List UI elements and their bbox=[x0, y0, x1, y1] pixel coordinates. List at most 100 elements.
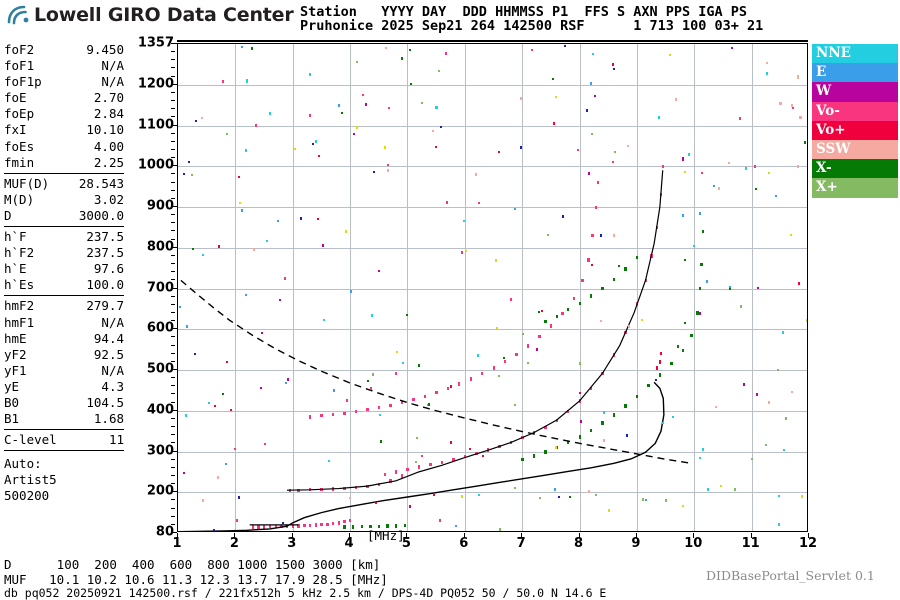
noise-pixel bbox=[672, 415, 675, 419]
noise-pixel bbox=[200, 116, 203, 120]
echo-point bbox=[612, 413, 616, 417]
noise-pixel bbox=[433, 494, 436, 497]
param-value: N/A bbox=[101, 58, 124, 74]
legend-item-nne[interactable]: NNE bbox=[812, 44, 898, 64]
gridline-vertical bbox=[350, 44, 352, 531]
echo-point bbox=[549, 324, 553, 328]
noise-pixel bbox=[654, 378, 657, 382]
param-row-hf2: h`F2 237.5 bbox=[4, 245, 124, 261]
echo-point bbox=[681, 157, 685, 161]
noise-pixel bbox=[607, 509, 610, 512]
noise-pixel bbox=[276, 219, 279, 222]
legend-item-x[interactable]: X+ bbox=[812, 178, 898, 198]
echo-point bbox=[590, 294, 593, 298]
true-height-profile-curve bbox=[178, 381, 665, 531]
noise-pixel bbox=[797, 282, 800, 285]
y-tick-major bbox=[171, 450, 177, 452]
noise-pixel bbox=[409, 82, 412, 86]
noise-pixel bbox=[369, 387, 372, 390]
x-tick-major bbox=[635, 533, 637, 538]
noise-pixel bbox=[614, 151, 617, 154]
noise-pixel bbox=[365, 103, 368, 106]
noise-pixel bbox=[450, 441, 452, 444]
noise-pixel bbox=[238, 202, 241, 205]
legend-item-ssw[interactable]: SSW bbox=[812, 139, 898, 160]
noise-pixel bbox=[555, 95, 558, 98]
gridline-horizontal bbox=[178, 207, 807, 208]
y-tick-minor bbox=[171, 377, 175, 379]
ionogram-plot-area[interactable] bbox=[177, 43, 808, 532]
echo-point bbox=[590, 428, 593, 432]
noise-pixel bbox=[706, 280, 709, 283]
noise-pixel bbox=[384, 46, 387, 50]
y-tick-minor bbox=[171, 474, 175, 476]
noise-pixel bbox=[587, 490, 590, 493]
echo-point bbox=[796, 75, 799, 79]
noise-pixel bbox=[238, 175, 241, 179]
noise-pixel bbox=[477, 354, 480, 357]
x-tick-major bbox=[291, 533, 293, 538]
gridline-vertical bbox=[636, 44, 638, 531]
param-key: fmin bbox=[4, 154, 35, 170]
param-value: 2.25 bbox=[93, 154, 124, 170]
echo-point bbox=[567, 308, 570, 312]
echo-point bbox=[303, 524, 306, 528]
y-axis: 1357 1200 1100 1000 900 800 700 600 500 400 300 200… bbox=[126, 36, 174, 540]
noise-pixel bbox=[562, 215, 565, 218]
y-tick-minor bbox=[171, 434, 175, 436]
noise-pixel bbox=[750, 457, 753, 460]
noise-pixel bbox=[553, 488, 556, 491]
echo-point bbox=[696, 311, 699, 315]
noise-pixel bbox=[293, 147, 296, 151]
noise-pixel bbox=[225, 462, 227, 466]
noise-pixel bbox=[186, 325, 189, 328]
param-value: N/A bbox=[101, 74, 124, 90]
noise-pixel bbox=[765, 72, 768, 75]
noise-pixel bbox=[611, 160, 614, 164]
noise-pixel bbox=[727, 161, 730, 164]
y-tick-minor bbox=[171, 417, 175, 419]
legend-item-vo[interactable]: Vo+ bbox=[812, 120, 898, 140]
noise-pixel bbox=[438, 70, 441, 73]
noise-pixel bbox=[245, 149, 248, 152]
x-tick-label: 6 bbox=[459, 536, 469, 551]
noise-pixel bbox=[445, 201, 448, 204]
noise-pixel bbox=[341, 111, 344, 114]
station-header: Station YYYY DAY DDD HHMMSS P1 FFS S AXN… bbox=[300, 5, 763, 33]
noise-pixel bbox=[552, 122, 555, 125]
noise-pixel bbox=[316, 217, 319, 220]
y-tick-minor bbox=[171, 352, 175, 354]
x-tick-label: 5 bbox=[401, 536, 411, 551]
param-row-hes: h`Es 100.0 bbox=[4, 277, 124, 293]
noise-pixel bbox=[576, 148, 579, 152]
noise-pixel bbox=[540, 309, 543, 312]
noise-pixel bbox=[702, 448, 705, 451]
echo-point bbox=[412, 397, 415, 402]
echo-point bbox=[641, 497, 645, 501]
y-tick-major bbox=[171, 409, 177, 411]
legend-item-vo[interactable]: Vo- bbox=[812, 101, 898, 121]
noise-pixel bbox=[251, 47, 254, 50]
noise-pixel bbox=[764, 443, 767, 447]
noise-pixel bbox=[514, 403, 517, 407]
x-tick-major bbox=[406, 533, 408, 538]
noise-pixel bbox=[322, 244, 325, 247]
param-value: 4.3 bbox=[101, 378, 124, 394]
echo-point bbox=[383, 472, 386, 476]
noise-pixel bbox=[322, 318, 325, 322]
param-row-foes: foEs 4.00 bbox=[4, 139, 124, 155]
station-header-columns: Station YYYY DAY DDD HHMMSS P1 FFS S AXN… bbox=[300, 4, 748, 20]
brand-name: Lowell GIRO Data Center bbox=[34, 4, 294, 26]
echo-point bbox=[699, 211, 702, 215]
y-tick-minor bbox=[171, 523, 175, 525]
noise-pixel bbox=[602, 411, 605, 414]
y-tick-label: 1200 bbox=[137, 76, 174, 92]
y-tick-minor bbox=[171, 157, 175, 159]
legend-item-e[interactable]: E bbox=[812, 63, 898, 83]
noise-pixel bbox=[568, 495, 571, 499]
legend-item-x[interactable]: X- bbox=[812, 159, 898, 179]
y-tick-minor bbox=[171, 181, 175, 183]
legend-item-w[interactable]: W bbox=[812, 82, 898, 102]
noise-pixel bbox=[285, 381, 288, 385]
x-tick-major bbox=[750, 533, 752, 538]
